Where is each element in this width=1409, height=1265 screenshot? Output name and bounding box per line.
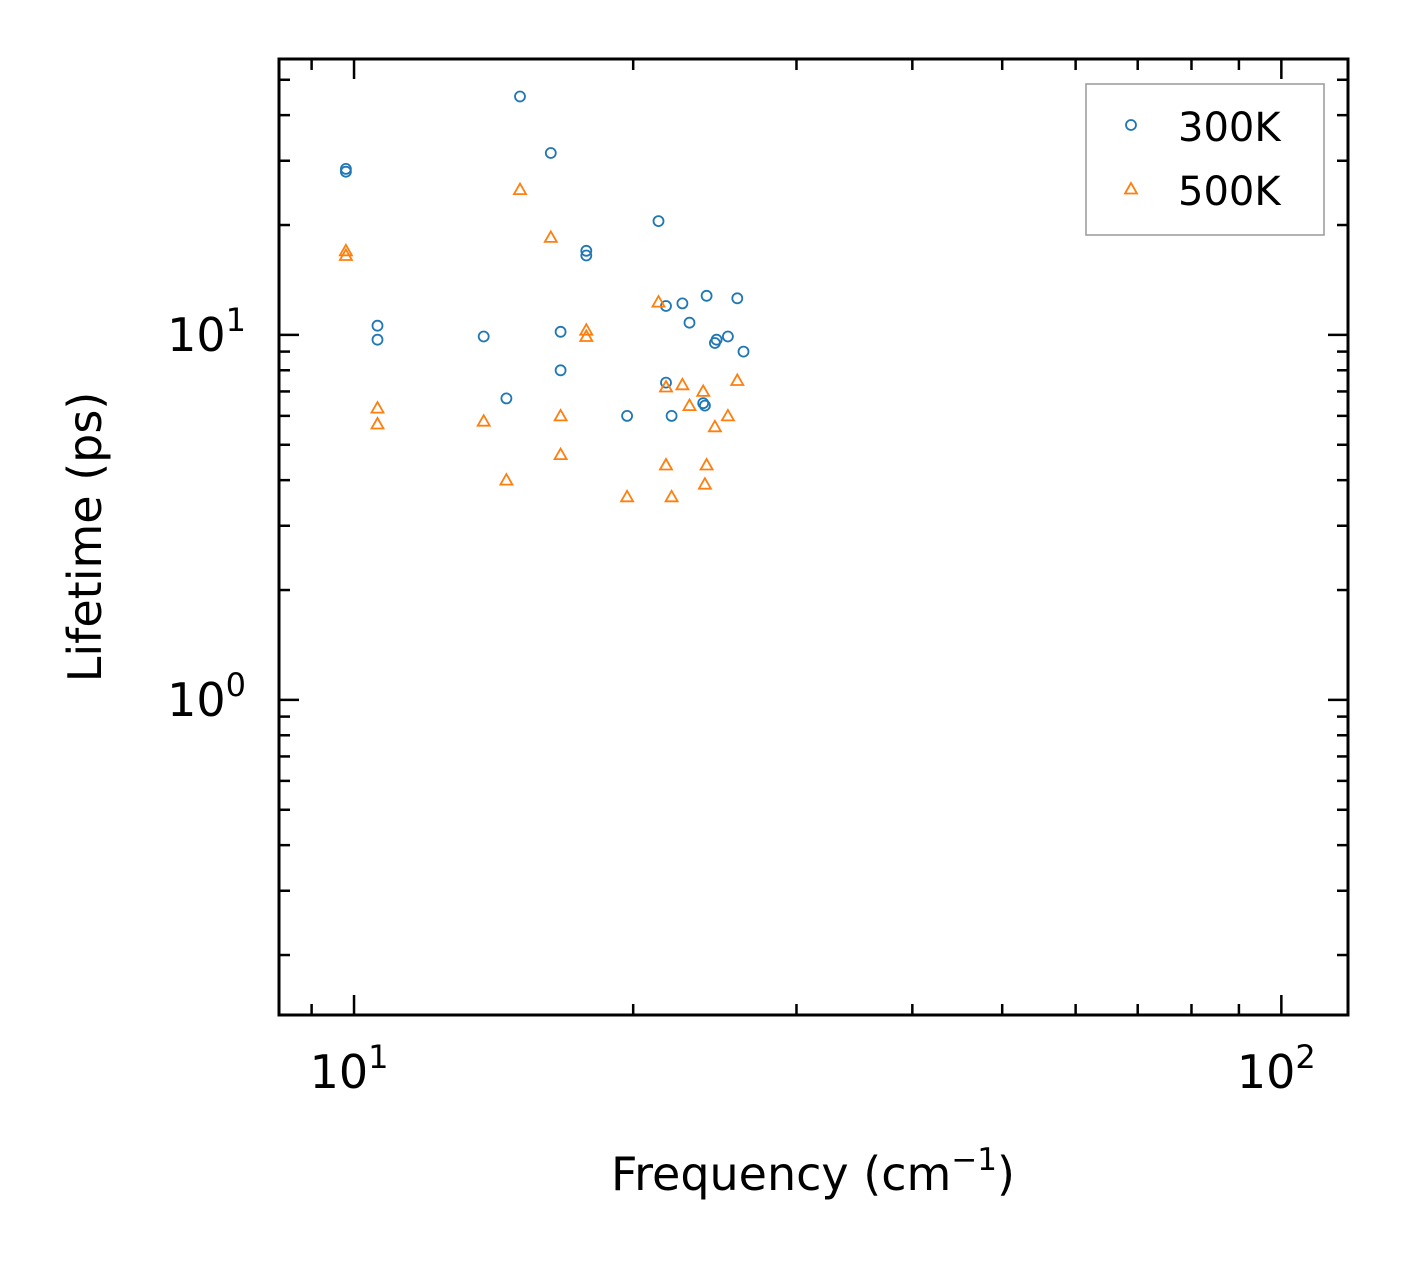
point-300K: [544, 147, 557, 159]
legend-item-300K: 300K: [1125, 105, 1282, 151]
point-500K: [553, 446, 569, 461]
point-300K: [500, 392, 513, 405]
legend-box: [1085, 83, 1325, 236]
x-tick-label: 101: [310, 1038, 389, 1099]
point-300K: [660, 376, 672, 389]
y-tick-label: 101: [167, 301, 246, 362]
point-500K: [578, 322, 594, 336]
point-300K: [665, 409, 678, 422]
point-500K: [369, 400, 386, 414]
point-300K: [339, 165, 352, 178]
point-500K: [619, 488, 635, 503]
point-500K: [650, 294, 667, 308]
point-300K: [621, 409, 633, 422]
data-points: [338, 90, 750, 503]
point-300K: [683, 316, 696, 329]
point-500K: [707, 418, 723, 433]
point-500K: [553, 408, 569, 422]
legend-item-500K: 500K: [1123, 169, 1282, 215]
x-tick-label: 102: [1237, 1038, 1316, 1099]
point-500K: [476, 413, 492, 427]
legend-marker-300K: [1125, 119, 1137, 131]
point-500K: [674, 376, 690, 391]
point-500K: [578, 328, 594, 342]
point-300K: [652, 215, 665, 228]
point-500K: [699, 457, 715, 471]
legend-label-500K: 500K: [1178, 169, 1282, 215]
point-500K: [720, 408, 736, 422]
plot-frame: [277, 57, 1350, 1017]
point-500K: [697, 476, 713, 490]
legend: 300K 500K: [1085, 83, 1325, 236]
point-300K: [699, 399, 711, 412]
point-300K: [737, 345, 750, 358]
x-axis-label: Frequency (cm−1): [611, 1142, 1015, 1201]
point-300K: [580, 244, 593, 257]
point-500K: [681, 397, 698, 412]
point-500K: [658, 457, 674, 471]
legend-label-300K: 300K: [1178, 105, 1282, 151]
point-500K: [369, 416, 386, 430]
point-500K: [338, 247, 354, 261]
series-300K: [339, 90, 750, 422]
point-300K: [676, 297, 689, 310]
point-500K: [695, 383, 711, 397]
point-500K: [338, 242, 354, 257]
point-300K: [722, 330, 734, 343]
point-300K: [580, 249, 593, 262]
point-300K: [371, 319, 384, 332]
point-500K: [658, 379, 674, 393]
point-300K: [477, 330, 490, 343]
point-300K: [514, 90, 526, 103]
y-tick-label: 100: [167, 666, 246, 727]
point-300K: [731, 292, 744, 305]
y-axis-label: Lifetime (ps): [58, 392, 112, 683]
point-500K: [512, 181, 528, 196]
point-300K: [371, 333, 384, 346]
axis-ticks: [279, 59, 1348, 1015]
point-300K: [697, 397, 710, 410]
point-300K: [554, 325, 567, 338]
point-500K: [664, 488, 680, 503]
point-300K: [554, 364, 567, 377]
point-500K: [729, 372, 745, 386]
point-300K: [710, 333, 723, 346]
legend-marker-500K: [1123, 181, 1139, 195]
series-500K: [338, 181, 745, 503]
point-300K: [700, 289, 713, 302]
point-500K: [543, 229, 559, 243]
tick-labels: 101 102 100 101: [167, 301, 1316, 1099]
point-500K: [498, 472, 514, 486]
